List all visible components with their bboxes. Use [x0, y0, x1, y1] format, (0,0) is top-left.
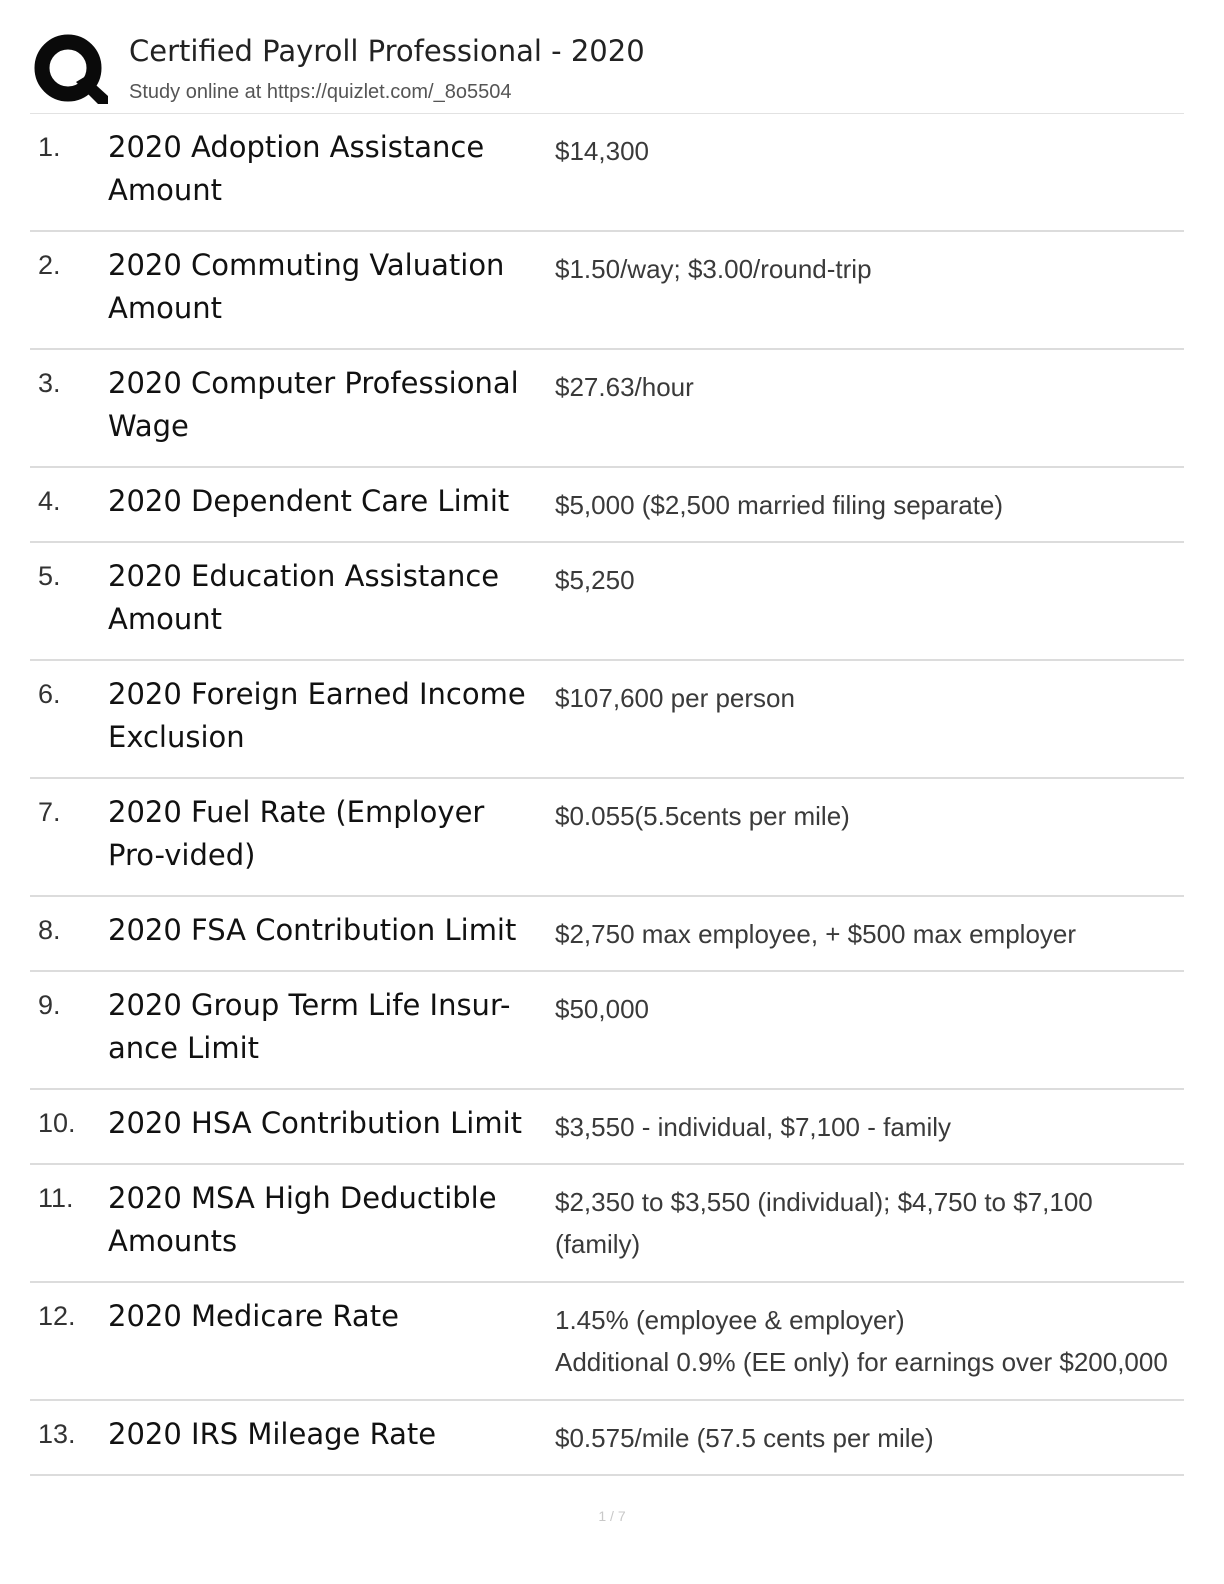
card-number: 5. [38, 561, 61, 591]
flashcard-row: 3. 2020 Computer Professional Wage $27.6… [30, 350, 1184, 468]
flashcard-row: 4. 2020 Dependent Care Limit $5,000 ($2,… [30, 468, 1184, 543]
card-term: 2020 Computer Professional Wage [108, 366, 519, 443]
quizlet-q-logo-icon [34, 34, 108, 104]
card-number: 13. [38, 1419, 76, 1449]
header-divider [30, 113, 1184, 114]
flashcard-row: 11. 2020 MSA High Deductible Amounts $2,… [30, 1165, 1184, 1283]
flashcard-row: 8. 2020 FSA Contribution Limit $2,750 ma… [30, 897, 1184, 972]
card-definition: $0.575/mile (57.5 cents per mile) [555, 1423, 934, 1453]
card-term: 2020 HSA Contribution Limit [108, 1106, 523, 1140]
card-number: 3. [38, 368, 61, 398]
document-title: Certified Payroll Professional - 2020 [129, 34, 645, 68]
card-term: 2020 Fuel Rate (Employer Pro-vided) [108, 795, 485, 872]
card-definition: $5,250 [555, 565, 635, 595]
card-number: 7. [38, 797, 61, 827]
card-number: 4. [38, 486, 61, 516]
card-definition: $14,300 [555, 136, 649, 166]
card-number: 6. [38, 679, 61, 709]
document-header: Certified Payroll Professional - 2020 St… [30, 28, 1184, 114]
card-definition: $0.055(5.5cents per mile) [555, 801, 850, 831]
card-definition: $50,000 [555, 994, 649, 1024]
flashcard-row: 12. 2020 Medicare Rate 1.45% (employee &… [30, 1283, 1184, 1401]
flashcard-row: 7. 2020 Fuel Rate (Employer Pro-vided) $… [30, 779, 1184, 897]
card-definition: $3,550 - individual, $7,100 - family [555, 1112, 952, 1142]
card-definition: $5,000 ($2,500 married filing separate) [555, 490, 1004, 520]
card-definition: $2,350 to $3,550 (individual); $4,750 to… [555, 1187, 1093, 1259]
flashcard-row: 1. 2020 Adoption Assistance Amount $14,3… [30, 114, 1184, 232]
card-term: 2020 Foreign Earned Income Exclusion [108, 677, 526, 754]
card-term: 2020 Commuting Valuation Amount [108, 248, 505, 325]
card-number: 12. [38, 1301, 76, 1331]
flashcard-row: 6. 2020 Foreign Earned Income Exclusion … [30, 661, 1184, 779]
card-term: 2020 FSA Contribution Limit [108, 913, 517, 947]
flashcard-row: 9. 2020 Group Term Life Insur-ance Limit… [30, 972, 1184, 1090]
card-term: 2020 Dependent Care Limit [108, 484, 510, 518]
card-definition: $2,750 max employee, + $500 max employer [555, 919, 1077, 949]
card-definition: $27.63/hour [555, 372, 694, 402]
flashcard-row: 13. 2020 IRS Mileage Rate $0.575/mile (5… [30, 1401, 1184, 1476]
card-number: 8. [38, 915, 61, 945]
card-number: 9. [38, 990, 61, 1020]
card-term: 2020 Group Term Life Insur-ance Limit [108, 988, 511, 1065]
card-number: 10. [38, 1108, 76, 1138]
card-term: 2020 MSA High Deductible Amounts [108, 1181, 497, 1258]
study-online-link[interactable]: Study online at https://quizlet.com/_8o5… [129, 81, 512, 103]
flashcard-list: 1. 2020 Adoption Assistance Amount $14,3… [30, 114, 1184, 1476]
card-definition: $107,600 per person [555, 683, 795, 713]
card-definition: 1.45% (employee & employer) Additional 0… [555, 1305, 1168, 1377]
card-number: 2. [38, 250, 61, 280]
card-number: 11. [38, 1183, 74, 1213]
card-term: 2020 Medicare Rate [108, 1299, 399, 1333]
flashcard-row: 5. 2020 Education Assistance Amount $5,2… [30, 543, 1184, 661]
flashcard-row: 2. 2020 Commuting Valuation Amount $1.50… [30, 232, 1184, 350]
card-term: 2020 IRS Mileage Rate [108, 1417, 437, 1451]
card-number: 1. [38, 132, 61, 162]
card-definition: $1.50/way; $3.00/round-trip [555, 254, 872, 284]
flashcard-row: 10. 2020 HSA Contribution Limit $3,550 -… [30, 1090, 1184, 1165]
card-term: 2020 Adoption Assistance Amount [108, 130, 485, 207]
page-number: 1 / 7 [598, 1508, 626, 1524]
card-term: 2020 Education Assistance Amount [108, 559, 500, 636]
